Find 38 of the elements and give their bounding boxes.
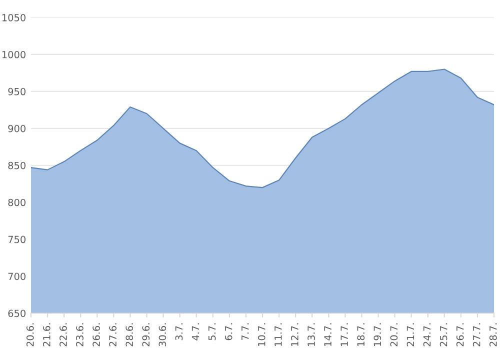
x-tick-label: 27.6. xyxy=(109,323,116,346)
x-tick-label: 20.7. xyxy=(390,323,398,346)
x-tick-label: 11.7. xyxy=(274,323,282,346)
x-tick-label: 23.6. xyxy=(76,323,84,346)
x-tick-label: 27.7. xyxy=(472,323,480,346)
x-tick-label: 18.7. xyxy=(357,323,365,346)
x-tick-label: 10.7. xyxy=(258,323,266,346)
x-tick-label: 29.6. xyxy=(142,323,150,346)
x-tick-label: 19.7. xyxy=(374,323,382,346)
x-tick-label: 13.7. xyxy=(308,323,315,346)
y-tick-label: 750 xyxy=(8,236,26,244)
y-tick-label: 850 xyxy=(8,162,26,170)
x-tick-label: 24.7. xyxy=(423,323,431,346)
x-tick-label: 28.7. xyxy=(489,323,497,346)
x-tick-label: 5.7. xyxy=(208,323,216,340)
x-tick-label: 20.6. xyxy=(26,323,34,346)
y-tick-label: 650 xyxy=(8,310,26,318)
y-tick-label: 1000 xyxy=(2,50,26,58)
x-tick-label: 26.6. xyxy=(92,323,100,346)
y-tick-label: 900 xyxy=(8,124,26,132)
x-tick-label: 14.7. xyxy=(324,323,332,346)
y-tick-label: 700 xyxy=(8,272,26,280)
x-tick-label: 7.7. xyxy=(242,323,249,340)
y-tick-label: 950 xyxy=(8,88,26,96)
y-tick-label: 1050 xyxy=(2,14,26,22)
x-tick-label: 21.6. xyxy=(43,323,50,346)
x-tick-label: 25.7. xyxy=(440,323,448,346)
x-tick-label: 21.7. xyxy=(406,323,414,346)
y-tick-label: 800 xyxy=(8,198,26,206)
x-tick-label: 17.7. xyxy=(340,323,348,346)
x-tick-label: 6.7. xyxy=(224,323,232,340)
x-tick-label: 28.6. xyxy=(126,323,134,346)
x-tick-label: 4.7. xyxy=(192,323,200,340)
x-tick-label: 3.7. xyxy=(175,323,183,340)
x-tick-label: 12.7. xyxy=(291,323,298,346)
x-tick-label: 30.6. xyxy=(158,323,166,346)
x-tick-label: 26.7. xyxy=(456,323,464,346)
x-tick-label: 22.6. xyxy=(60,323,67,346)
